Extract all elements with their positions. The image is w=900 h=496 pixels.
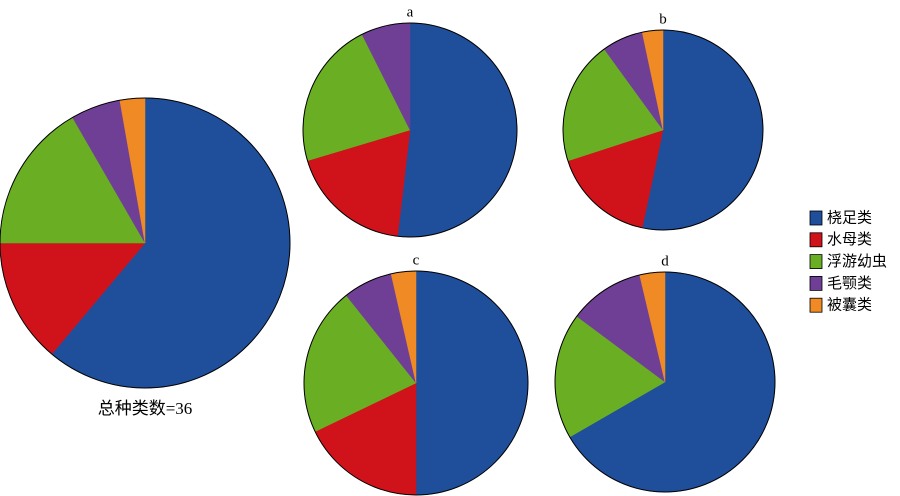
legend-label: 桡足类 (827, 209, 872, 226)
legend-swatch (809, 275, 823, 291)
legend-label: 水母类 (827, 231, 872, 248)
pie-outline (0, 97, 291, 389)
legend-swatch (809, 254, 823, 270)
pie-title: a (407, 4, 414, 20)
legend-label: 浮游幼虫 (827, 253, 887, 270)
annotation: 总种类数=36 (98, 399, 193, 418)
legend-swatch (809, 210, 823, 226)
pie-outline (303, 270, 529, 496)
legend-swatch (809, 297, 823, 313)
pie-outline (562, 29, 764, 231)
legend-swatch (809, 232, 823, 248)
pie-slice (415, 270, 529, 496)
pie-title: b (659, 11, 667, 27)
legend-label: 被囊类 (827, 297, 872, 314)
pie-slice (397, 22, 518, 238)
pie-title: d (661, 253, 669, 269)
pie-title: c (413, 252, 420, 268)
legend-label: 毛颚类 (827, 275, 872, 292)
pie-outline (554, 271, 776, 493)
pie-outline (302, 22, 518, 238)
